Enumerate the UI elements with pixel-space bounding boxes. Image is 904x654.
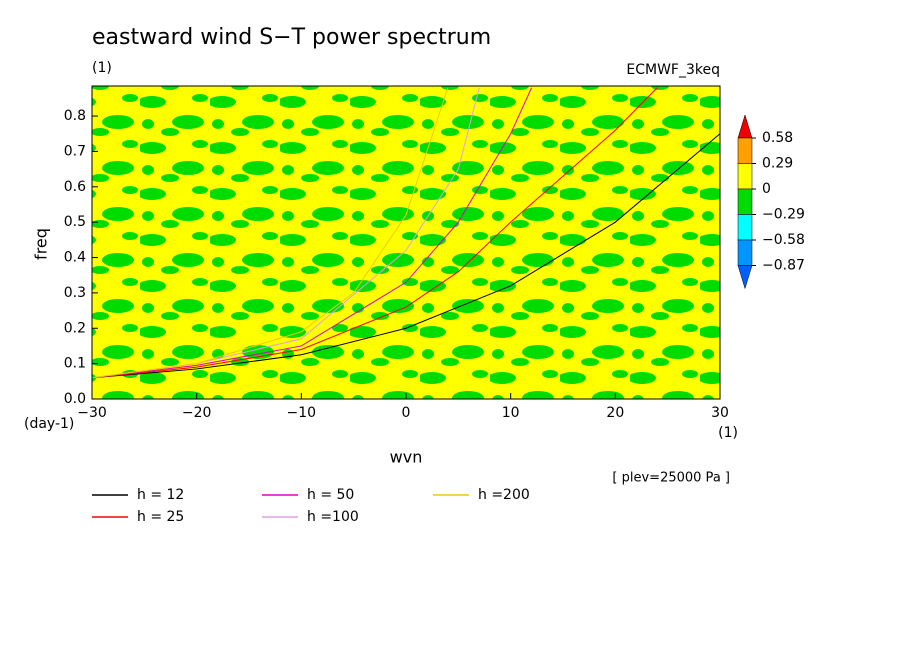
contour-field bbox=[92, 86, 720, 399]
colorbar-box bbox=[737, 163, 753, 190]
legend-label: h = 25 bbox=[137, 509, 184, 525]
y-unit: (day-1) bbox=[24, 416, 74, 432]
colorbar-label: 0.58 bbox=[762, 130, 793, 146]
curve bbox=[92, 133, 720, 379]
x-tick-label: 30 bbox=[711, 405, 729, 421]
legend-label: h = 12 bbox=[137, 487, 184, 503]
y-axis-label: freq bbox=[32, 228, 51, 260]
source-label: ECMWF_3keq bbox=[626, 62, 720, 78]
x-tick-label: −30 bbox=[77, 405, 107, 421]
curves bbox=[92, 87, 720, 379]
colorbar-cap bbox=[737, 114, 753, 139]
colorbar-box bbox=[737, 188, 753, 215]
colorbar-box bbox=[737, 214, 753, 241]
y-tick-label: 0.7 bbox=[64, 143, 86, 159]
x-tick-label: 10 bbox=[502, 405, 520, 421]
x-tick-label: −20 bbox=[182, 405, 212, 421]
y-tick-label: 0.4 bbox=[64, 250, 86, 266]
legend-label: h =100 bbox=[307, 509, 359, 525]
legend-label: h =200 bbox=[478, 487, 530, 503]
chart-title: eastward wind S−T power spectrum bbox=[92, 25, 491, 50]
y-tick-label: 0.8 bbox=[64, 108, 86, 124]
colorbar-label: −0.58 bbox=[762, 232, 805, 248]
y-tick-label: 0.2 bbox=[64, 320, 86, 336]
colorbar-box bbox=[737, 137, 753, 164]
y-tick-label: 0.3 bbox=[64, 285, 86, 301]
x-tick-label: 0 bbox=[402, 405, 411, 421]
curve bbox=[92, 87, 449, 379]
y-tick-label: 0.0 bbox=[64, 391, 86, 407]
subtitle: (1) bbox=[92, 60, 112, 76]
x-axis-label: wvn bbox=[390, 448, 423, 467]
y-tick-label: 0.6 bbox=[64, 179, 86, 195]
colorbar-label: −0.87 bbox=[762, 258, 805, 274]
colorbar-label: 0 bbox=[762, 181, 771, 197]
colorbar-box bbox=[737, 239, 753, 266]
x-tick-label: −10 bbox=[287, 405, 317, 421]
annotation: [ plev=25000 Pa ] bbox=[612, 471, 730, 486]
y-tick-label: 0.5 bbox=[64, 214, 86, 230]
colorbar-label: 0.29 bbox=[762, 156, 793, 172]
colorbar-cap bbox=[737, 265, 753, 290]
x-unit: (1) bbox=[718, 425, 738, 441]
curve bbox=[92, 87, 658, 379]
legend-label: h = 50 bbox=[307, 487, 354, 503]
curve bbox=[92, 87, 533, 379]
y-tick-label: 0.1 bbox=[64, 356, 86, 372]
x-tick-label: 20 bbox=[606, 405, 624, 421]
colorbar-label: −0.29 bbox=[762, 207, 805, 223]
